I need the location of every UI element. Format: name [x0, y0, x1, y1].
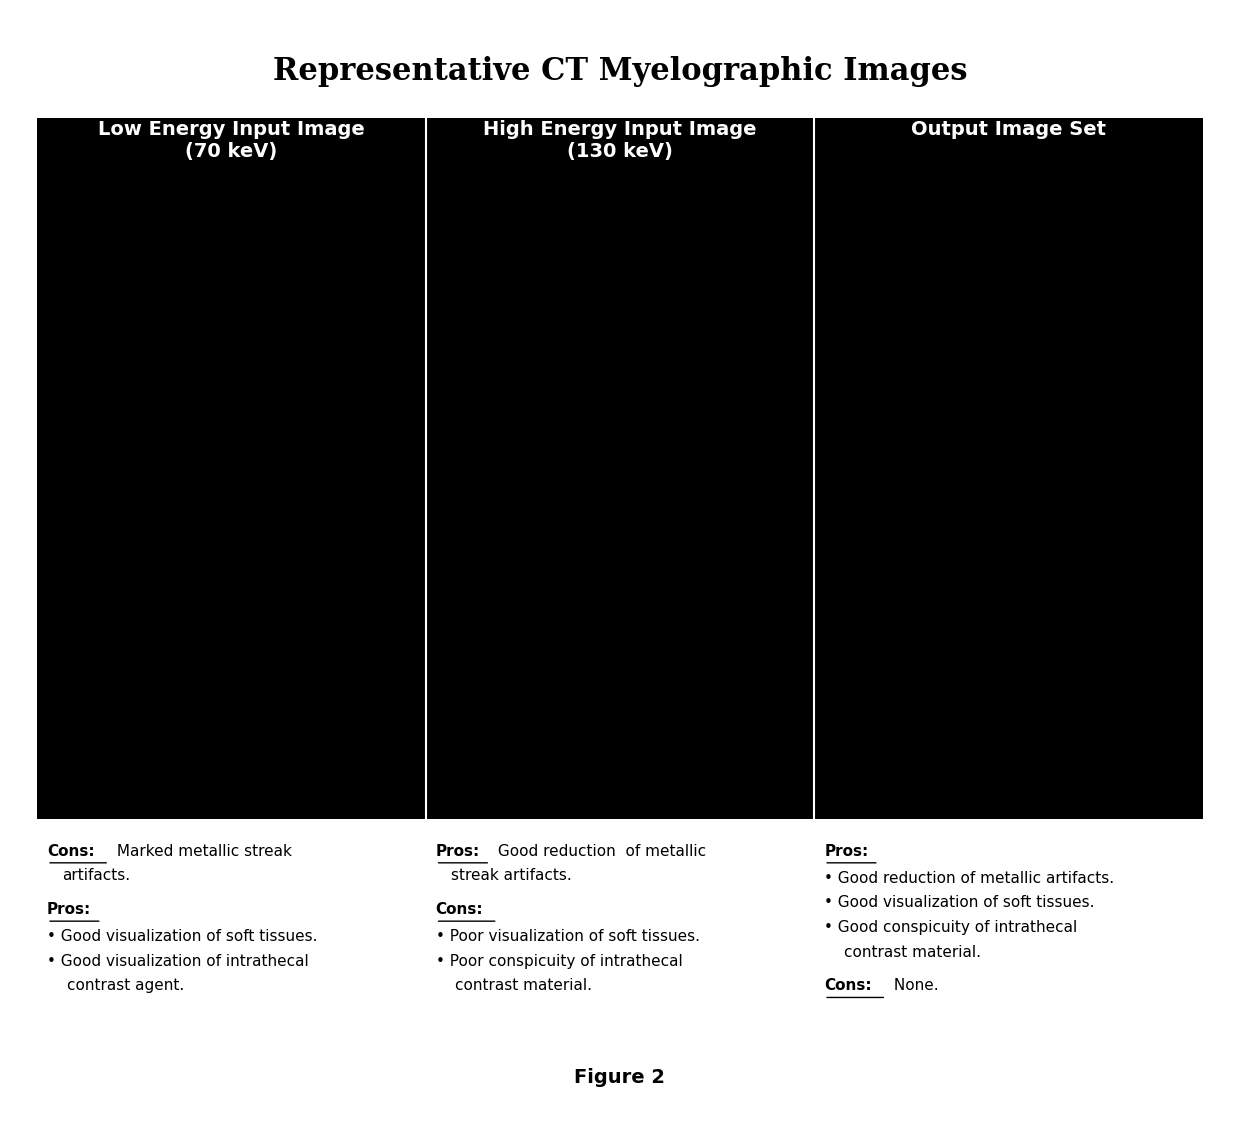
Text: contrast material.: contrast material.	[455, 978, 593, 993]
Text: Pros:: Pros:	[825, 844, 868, 858]
Text: contrast agent.: contrast agent.	[67, 978, 185, 993]
Text: streak artifacts.: streak artifacts.	[450, 868, 572, 883]
Text: Pros:: Pros:	[435, 844, 480, 858]
Text: Cons:: Cons:	[435, 902, 484, 917]
Text: • Good visualization of soft tissues.: • Good visualization of soft tissues.	[825, 895, 1095, 910]
Text: Pros:: Pros:	[47, 902, 92, 917]
Text: • Good visualization of soft tissues.: • Good visualization of soft tissues.	[47, 929, 317, 944]
Text: • Good reduction of metallic artifacts.: • Good reduction of metallic artifacts.	[825, 871, 1115, 885]
Text: Cons:: Cons:	[47, 844, 94, 858]
Text: High Energy Input Image
(130 keV): High Energy Input Image (130 keV)	[484, 120, 756, 160]
Text: artifacts.: artifacts.	[62, 868, 130, 883]
Text: Low Energy Input Image
(70 keV): Low Energy Input Image (70 keV)	[98, 120, 365, 160]
Text: • Poor visualization of soft tissues.: • Poor visualization of soft tissues.	[435, 929, 699, 944]
Text: Representative CT Myelographic Images: Representative CT Myelographic Images	[273, 56, 967, 88]
Text: Output Image Set: Output Image Set	[911, 120, 1106, 139]
Text: • Poor conspicuity of intrathecal: • Poor conspicuity of intrathecal	[435, 954, 682, 968]
Text: Cons:: Cons:	[825, 978, 872, 993]
Text: • Good conspicuity of intrathecal: • Good conspicuity of intrathecal	[825, 920, 1078, 935]
Text: None.: None.	[889, 978, 939, 993]
Text: Marked metallic streak: Marked metallic streak	[112, 844, 291, 858]
Text: Figure 2: Figure 2	[574, 1068, 666, 1087]
Text: Good reduction  of metallic: Good reduction of metallic	[492, 844, 706, 858]
Text: contrast material.: contrast material.	[844, 945, 981, 959]
Text: • Good visualization of intrathecal: • Good visualization of intrathecal	[47, 954, 309, 968]
